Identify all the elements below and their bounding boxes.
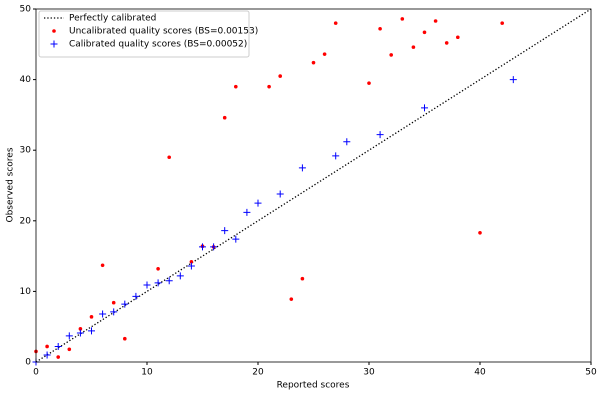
point [56,355,60,359]
x-tick-label: 0 [33,368,39,378]
point [154,279,162,287]
x-tick-label: 20 [252,368,264,378]
point [234,84,238,89]
point [343,138,351,146]
point [300,276,305,281]
point [143,281,151,289]
legend-symbol [50,40,58,48]
point [99,310,107,318]
point [121,300,129,308]
x-tick-label: 50 [585,368,597,378]
point [389,53,394,57]
point [433,19,438,23]
point [221,227,229,235]
legend-label: Calibrated quality scores (BS=0.00052) [69,40,247,50]
point [78,327,83,331]
point [254,199,262,207]
point [278,74,283,78]
reference-line [35,8,592,363]
y-tick-label: 20 [20,216,32,226]
point [76,329,84,337]
legend-label: Perfectly calibrated [69,14,156,24]
point [189,259,194,264]
point [422,30,427,35]
point [210,243,218,251]
point [509,76,517,84]
point [165,277,173,285]
point [333,21,338,25]
point [243,208,251,216]
x-tick-label: 10 [141,368,153,378]
y-tick-label: 40 [20,75,32,85]
point [232,235,240,243]
point [45,344,49,349]
point [132,292,140,300]
point [123,336,127,341]
point [276,190,284,198]
point [500,21,505,25]
legend: Perfectly calibrated Uncalibrated quality… [38,10,258,58]
x-tick-label: 30 [363,368,375,378]
point [376,131,384,139]
point [421,104,428,112]
point [187,262,195,270]
point [444,41,449,45]
point [67,347,72,352]
y-tick-label: 50 [20,5,32,15]
point [367,81,371,85]
legend-symbol [52,29,56,33]
point [199,243,206,251]
point [478,231,482,235]
point [378,26,382,31]
point [456,35,460,40]
point [267,84,271,89]
point [54,342,62,350]
point [111,300,116,305]
point [322,52,327,56]
y-axis-label: Observed scores [6,147,16,222]
point [311,60,316,65]
x-tick-label: 40 [474,368,486,378]
point [222,115,227,120]
legend-label: Uncalibrated quality scores (BS=0.00153) [69,27,258,37]
point [156,267,160,271]
point [167,155,171,160]
point [176,272,184,280]
point [298,164,306,172]
point [411,45,416,49]
legend-box [38,10,250,58]
y-tick-label: 30 [20,146,32,156]
point [400,17,405,21]
point [65,332,73,340]
point [289,297,294,301]
point [110,308,118,316]
y-tick-label: 0 [25,358,31,368]
point [89,315,94,319]
plot-frame [35,8,592,363]
x-axis-label: Reported scores [277,381,350,391]
point [88,327,95,335]
y-tick-label: 10 [20,287,32,297]
point [43,351,51,359]
point [100,263,105,268]
point [332,152,340,160]
